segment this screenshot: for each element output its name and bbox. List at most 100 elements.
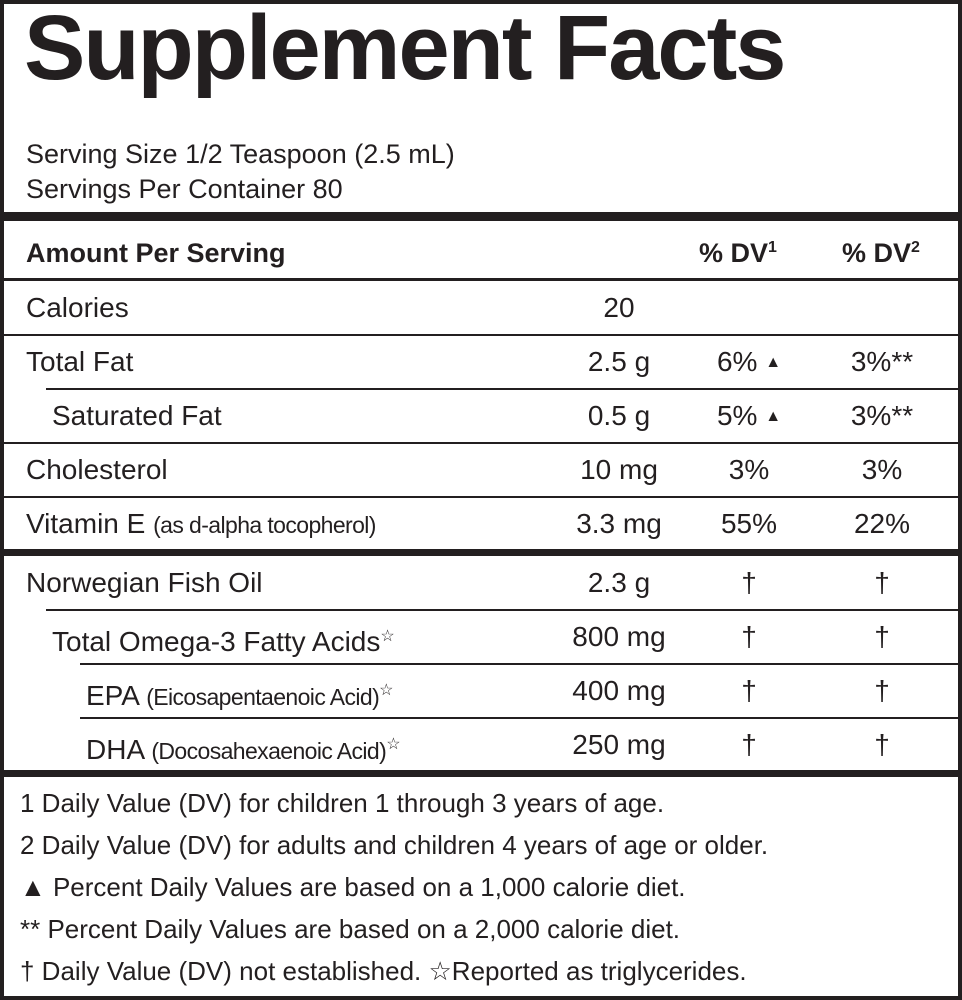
dv-label: % DV — [699, 238, 769, 268]
dv-header: % DV2 — [842, 238, 920, 269]
row-dv2: † — [782, 664, 958, 718]
row-dv2: 3% — [782, 443, 958, 497]
dv-sup: 2 — [911, 239, 920, 256]
nutrient-name: DHA — [86, 734, 144, 765]
amount-value: 20 — [603, 292, 635, 323]
nutrient-note: (as d-alpha tocopherol) — [153, 512, 376, 538]
title: Supplement Facts — [24, 0, 786, 99]
amount-value: 3.3 mg — [576, 508, 662, 539]
row-dv1: 5% ▲ — [649, 389, 849, 444]
rule — [4, 278, 958, 281]
row-name: Total Omega-3 Fatty Acids☆ — [52, 610, 395, 669]
dv1-value: † — [741, 567, 757, 598]
row-amount: 800 mg — [519, 610, 719, 664]
row-dv1: † — [649, 556, 849, 610]
thick-rule — [4, 212, 958, 221]
row-dv1: † — [649, 718, 849, 772]
footnote: 1 Daily Value (DV) for children 1 throug… — [20, 788, 665, 818]
dv1-value: † — [741, 675, 757, 706]
row-amount: 0.5 g — [519, 389, 719, 443]
amount-value: 400 mg — [572, 675, 666, 706]
nutrient-sup: ☆ — [386, 736, 401, 753]
row-amount: 20 — [519, 281, 719, 335]
nutrient-name: Cholesterol — [26, 454, 168, 485]
row-dv2: 3%** — [782, 389, 958, 443]
dv1-value: 5% — [716, 400, 758, 431]
row-amount: 2.3 g — [519, 556, 719, 610]
row-dv2: † — [782, 556, 958, 610]
dv-label: % DV — [842, 238, 912, 268]
footnote: ** Percent Daily Values are based on a 2… — [20, 914, 681, 944]
dv2-value: 22% — [853, 508, 911, 539]
nutrient-name: Total Fat — [26, 346, 134, 377]
dv-mark: ▲ — [765, 354, 782, 371]
nutrient-name: Total Omega-3 Fatty Acids — [52, 626, 381, 657]
dv-sup: 1 — [768, 239, 777, 256]
amount-value: 250 mg — [572, 729, 666, 760]
row-dv2: † — [782, 718, 958, 772]
row-name: Saturated Fat — [52, 389, 222, 443]
servings-per-container: Servings Per Container 80 — [26, 174, 343, 204]
rule — [4, 549, 958, 556]
row-amount: 250 mg — [519, 718, 719, 772]
rule — [80, 663, 958, 665]
footnote: ▲ Percent Daily Values are based on a 1,… — [20, 872, 686, 902]
nutrient-sup: ☆ — [379, 682, 394, 699]
amount-value: 2.3 g — [587, 567, 651, 598]
dv2-value: † — [874, 567, 890, 598]
footnote: † Daily Value (DV) not established. ☆Rep… — [20, 956, 747, 986]
rule — [4, 334, 958, 336]
row-name: Norwegian Fish Oil — [26, 556, 263, 610]
dv2-value: 3%** — [850, 400, 914, 431]
footnote: 2 Daily Value (DV) for adults and childr… — [20, 830, 769, 860]
row-name: Vitamin E (as d-alpha tocopherol) — [26, 497, 376, 552]
dv2-value: 3%** — [850, 346, 914, 377]
dv1-value: 3% — [728, 454, 770, 485]
dv1-value: † — [741, 729, 757, 760]
row-name: DHA (Docosahexaenoic Acid)☆ — [86, 718, 401, 778]
row-name: Total Fat — [26, 335, 133, 389]
nutrient-note: (Eicosapentaenoic Acid) — [146, 684, 380, 710]
row-name: Cholesterol — [26, 443, 168, 497]
rule — [4, 442, 958, 444]
row-name: EPA (Eicosapentaenoic Acid)☆ — [86, 664, 394, 724]
row-amount: 10 mg — [519, 443, 719, 497]
row-dv2: † — [782, 610, 958, 664]
row-amount: 400 mg — [519, 664, 719, 718]
amount-value: 2.5 g — [587, 346, 651, 377]
row-dv1: † — [649, 664, 849, 718]
row-dv1: † — [649, 610, 849, 664]
row-dv2: 22% — [782, 497, 958, 551]
nutrient-sup: ☆ — [380, 628, 395, 645]
serving-size: Serving Size 1/2 Teaspoon (2.5 mL) — [26, 139, 455, 169]
amount-header: Amount Per Serving — [26, 238, 286, 268]
dv-header: % DV1 — [699, 238, 777, 269]
row-dv1: 55% — [649, 497, 849, 551]
rule — [46, 609, 958, 611]
nutrient-name: Vitamin E — [26, 508, 146, 539]
dv-mark: ▲ — [765, 408, 782, 425]
amount-value: 0.5 g — [587, 400, 651, 431]
nutrient-name: EPA — [86, 680, 139, 711]
amount-value: 800 mg — [572, 621, 666, 652]
row-name: Calories — [26, 281, 129, 335]
nutrient-name: Calories — [26, 292, 129, 323]
nutrient-name: Norwegian Fish Oil — [26, 567, 263, 598]
row-amount: 2.5 g — [519, 335, 719, 389]
rule — [80, 717, 958, 719]
dv1-value: † — [741, 621, 757, 652]
nutrient-note: (Docosahexaenoic Acid) — [151, 738, 387, 764]
row-dv2: 3%** — [782, 335, 958, 389]
dv1-value: 6% — [716, 346, 758, 377]
amount-value: 10 mg — [580, 454, 658, 485]
rule — [46, 388, 958, 390]
dv2-value: † — [874, 729, 890, 760]
row-dv1: 6% ▲ — [649, 335, 849, 390]
dv2-value: † — [874, 621, 890, 652]
row-amount: 3.3 mg — [519, 497, 719, 551]
dv2-value: † — [874, 675, 890, 706]
row-dv1: 3% — [649, 443, 849, 497]
nutrient-name: Saturated Fat — [52, 400, 222, 431]
dv2-value: 3% — [861, 454, 903, 485]
